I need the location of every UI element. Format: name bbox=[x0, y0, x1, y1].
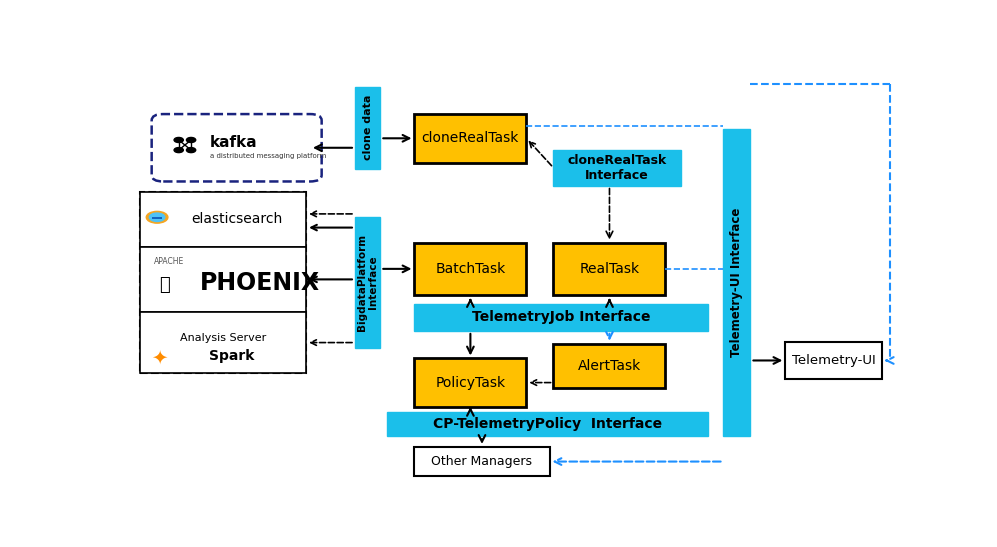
Text: elasticsearch: elasticsearch bbox=[191, 212, 282, 226]
Bar bbox=[415, 358, 526, 407]
Text: a distributed messaging platform: a distributed messaging platform bbox=[209, 153, 326, 159]
Bar bbox=[415, 447, 549, 476]
Text: BatchTask: BatchTask bbox=[436, 262, 505, 276]
Circle shape bbox=[186, 148, 195, 153]
Bar bbox=[415, 114, 526, 162]
Text: BigdataPlatform
Interface: BigdataPlatform Interface bbox=[357, 234, 379, 331]
Circle shape bbox=[147, 211, 167, 223]
Text: cloneRealTask
Interface: cloneRealTask Interface bbox=[567, 154, 667, 182]
Bar bbox=[140, 192, 306, 247]
Bar bbox=[140, 247, 306, 312]
Bar bbox=[786, 341, 881, 380]
Circle shape bbox=[186, 137, 195, 143]
Text: 🔥: 🔥 bbox=[160, 276, 170, 294]
Bar bbox=[387, 412, 708, 437]
Bar bbox=[553, 344, 665, 388]
Text: cloneRealTask: cloneRealTask bbox=[422, 131, 519, 146]
Text: Telemetry-UI Interface: Telemetry-UI Interface bbox=[731, 208, 744, 357]
Bar bbox=[153, 217, 162, 219]
Text: RealTask: RealTask bbox=[579, 262, 639, 276]
Text: AlertTask: AlertTask bbox=[578, 359, 641, 373]
Text: PolicyTask: PolicyTask bbox=[436, 376, 505, 389]
FancyBboxPatch shape bbox=[152, 114, 322, 182]
Circle shape bbox=[150, 213, 165, 222]
Text: kafka: kafka bbox=[209, 135, 257, 150]
Text: ✦: ✦ bbox=[152, 348, 167, 368]
Text: Telemetry-UI: Telemetry-UI bbox=[792, 354, 875, 367]
Bar bbox=[415, 242, 526, 295]
Bar bbox=[355, 86, 381, 169]
Bar bbox=[724, 129, 751, 437]
Text: Other Managers: Other Managers bbox=[432, 455, 532, 468]
Text: APACHE: APACHE bbox=[155, 257, 184, 266]
Text: Analysis Server: Analysis Server bbox=[180, 333, 266, 342]
Bar bbox=[140, 192, 306, 373]
Bar bbox=[553, 242, 665, 295]
Text: clone data: clone data bbox=[363, 95, 373, 160]
Circle shape bbox=[174, 148, 183, 153]
Text: CP-TelemetryPolicy  Interface: CP-TelemetryPolicy Interface bbox=[433, 417, 662, 431]
Bar bbox=[415, 304, 708, 331]
Circle shape bbox=[174, 137, 183, 143]
Bar bbox=[355, 217, 381, 348]
Bar bbox=[553, 150, 681, 185]
Bar bbox=[140, 312, 306, 373]
Text: PHOENIX: PHOENIX bbox=[199, 271, 320, 295]
Text: TelemetryJob Interface: TelemetryJob Interface bbox=[472, 310, 650, 324]
Text: Spark: Spark bbox=[208, 349, 254, 363]
